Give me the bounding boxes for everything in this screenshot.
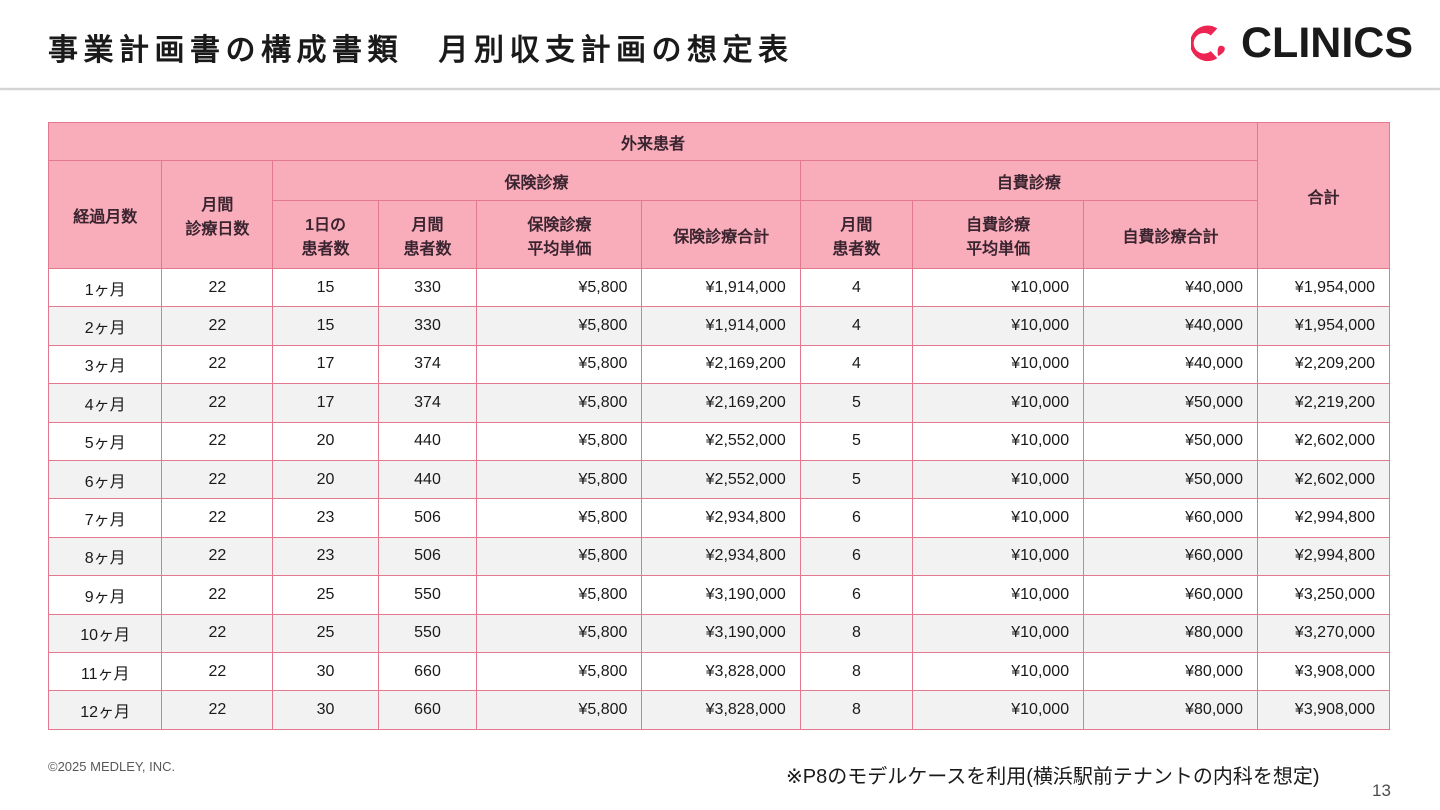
svg-text:CLINICS: CLINICS <box>1241 23 1413 63</box>
